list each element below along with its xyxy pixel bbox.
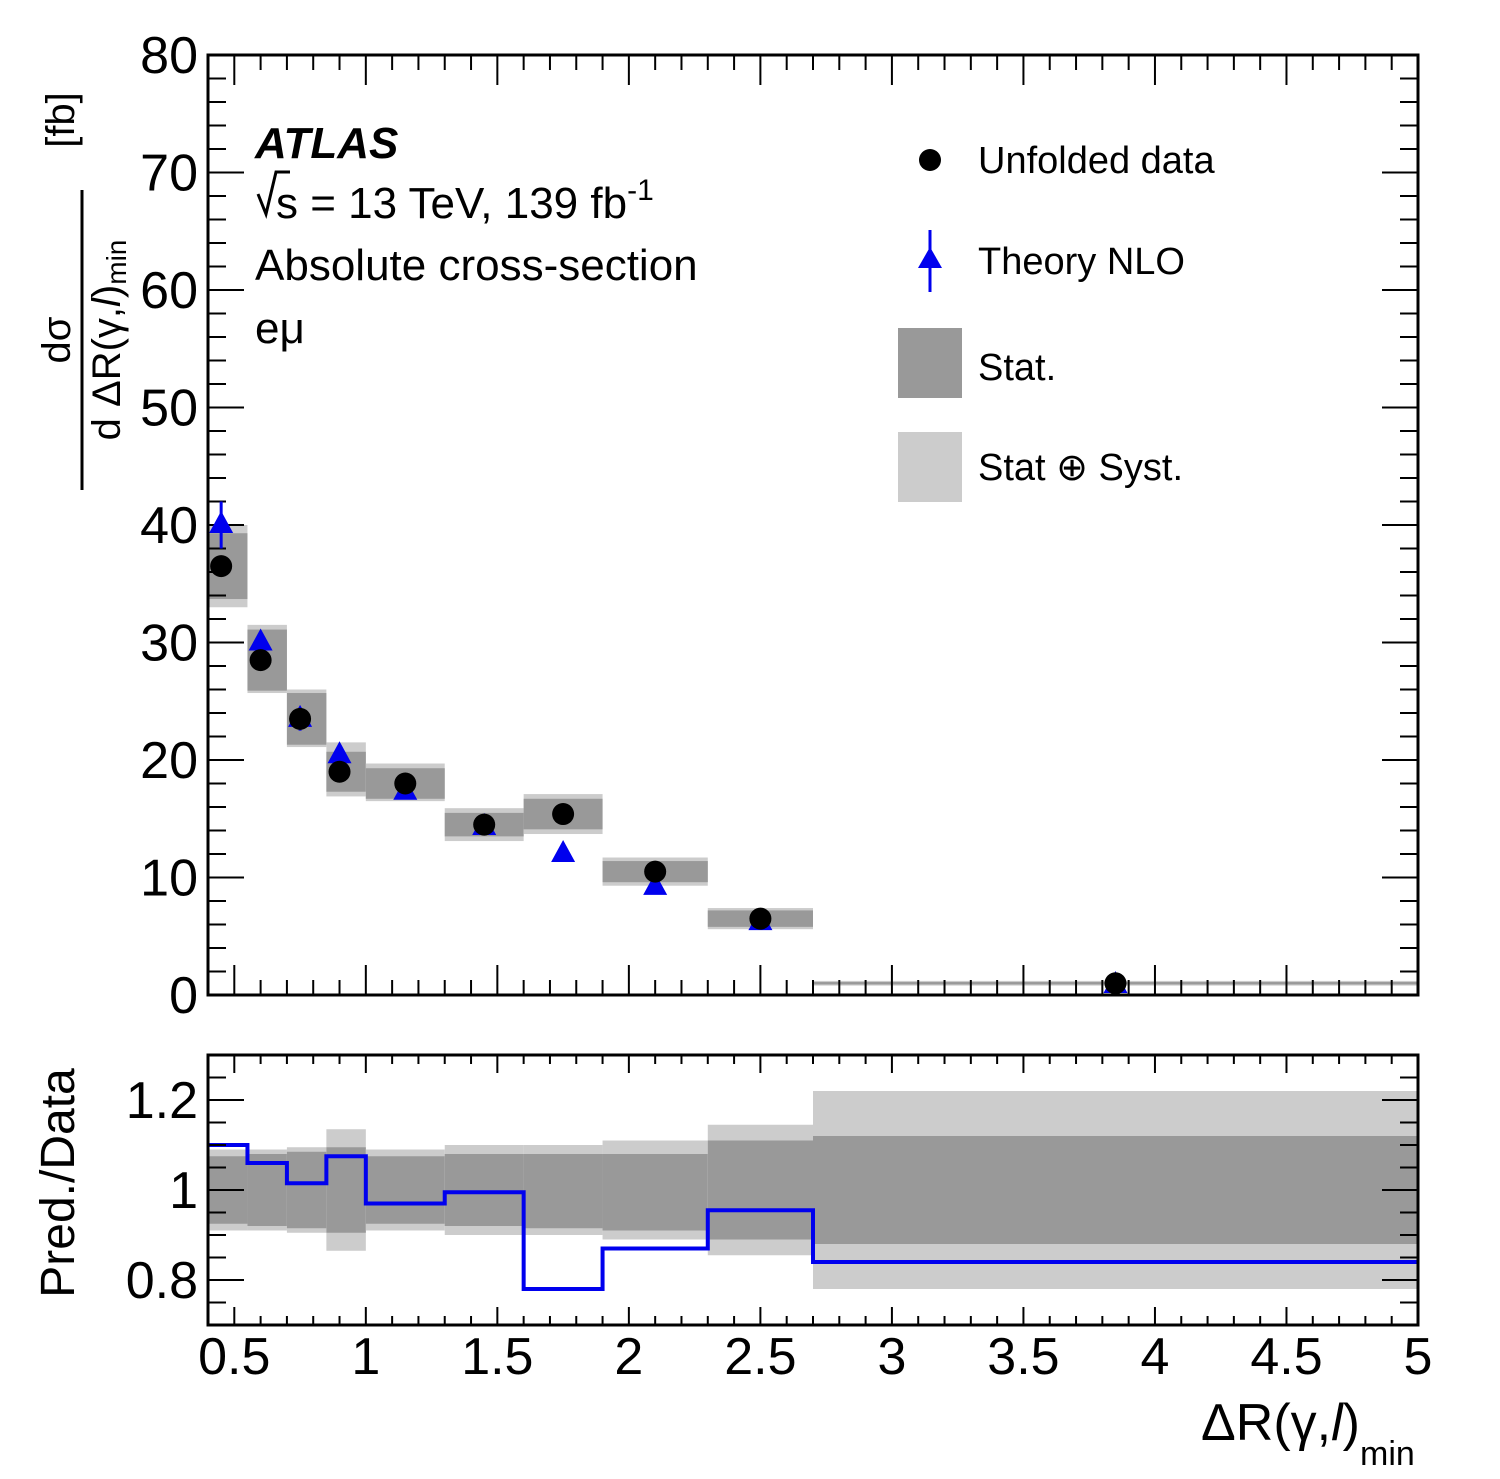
ratio-ylabel: Pred./Data [32, 1068, 85, 1298]
xlabel: ΔR(γ,l) [1201, 1394, 1360, 1452]
data-point [210, 555, 233, 578]
top-y-tick-label: 80 [140, 27, 198, 85]
ratio-stat-band [247, 1154, 287, 1226]
ylabel-unit: [fb] [39, 92, 83, 148]
x-tick-label: 2 [614, 1328, 643, 1386]
theory-point [551, 840, 576, 862]
x-tick-label: 1.5 [461, 1328, 533, 1386]
top-y-tick-label: 30 [140, 615, 198, 673]
x-tick-label: 4.5 [1250, 1328, 1322, 1386]
ylabel-denominator: d ΔR(γ,l)min [85, 240, 132, 441]
x-tick-label: 5 [1404, 1328, 1433, 1386]
x-tick-label: 3 [877, 1328, 906, 1386]
data-point [394, 772, 417, 795]
x-tick-label: 0.5 [198, 1328, 270, 1386]
top-y-tick-label: 40 [140, 497, 198, 555]
data-point [249, 649, 272, 672]
data-point [552, 803, 575, 826]
energy-label: s = 13 TeV, 139 fb-1 [256, 170, 654, 228]
ratio-y-tick-label: 1 [169, 1162, 198, 1220]
theory-point [643, 872, 668, 895]
legend-statsyst-swatch [898, 432, 962, 502]
data-point [289, 707, 312, 730]
ylabel-numerator: dσ [35, 316, 79, 363]
ratio-stat-band [602, 1154, 708, 1231]
theory-point [248, 628, 273, 651]
ratio-stat-band [326, 1147, 366, 1233]
top-markers [209, 501, 1128, 995]
channel-label: eμ [255, 304, 305, 353]
top-y-tick-label: 0 [169, 967, 198, 1025]
ratio-frame [206, 1053, 1420, 1327]
data-point [644, 860, 667, 883]
description-label: Absolute cross-section [255, 241, 698, 290]
theory-point [327, 741, 352, 764]
top-frame [206, 53, 1420, 997]
top-y-tick-label: 50 [140, 380, 198, 438]
legend-data-marker [919, 149, 941, 171]
xlabel-subscript: min [1360, 1435, 1415, 1473]
ratio-y-tick-label: 0.8 [126, 1252, 198, 1310]
top-y-tick-label: 70 [140, 145, 198, 203]
ratio-step-line [208, 1143, 1418, 1291]
legend-theory-label: Theory NLO [978, 241, 1185, 283]
legend-statsyst-label: Stat ⊕ Syst. [978, 447, 1183, 489]
top-y-tick-label: 20 [140, 732, 198, 790]
theory-point [209, 511, 234, 533]
ratio-stat-band [286, 1151, 327, 1229]
data-point [473, 813, 496, 836]
ratio-stat-band [444, 1154, 524, 1226]
x-tick-label: 2.5 [724, 1328, 796, 1386]
x-tick-label: 3.5 [987, 1328, 1059, 1386]
legend-stat-swatch [898, 328, 962, 398]
ratio-stat-band [523, 1154, 603, 1229]
top-ylabel: dσ d ΔR(γ,l)min [fb] [35, 92, 132, 490]
legend: Unfolded data Theory NLO Stat. Stat ⊕ Sy… [898, 140, 1215, 502]
experiment-label: ATLAS [254, 119, 398, 168]
energy-text: s = 13 TeV, 139 fb-1 [276, 174, 654, 228]
sqrt-icon [256, 170, 290, 219]
ratio-stat-band [707, 1140, 813, 1240]
ratio-theory-line [208, 1143, 1418, 1291]
x-tick-label: 1 [351, 1328, 380, 1386]
top-y-tick-label: 10 [140, 850, 198, 908]
top-uncertainty-bands [208, 525, 1418, 986]
data-point [328, 760, 351, 783]
legend-theory-marker [918, 247, 942, 268]
data-point [749, 907, 772, 930]
ratio-uncertainty-bands [208, 1091, 1418, 1289]
top-y-tick-label: 60 [140, 262, 198, 320]
data-point [1104, 972, 1127, 995]
legend-data-label: Unfolded data [978, 140, 1215, 182]
legend-stat-label: Stat. [978, 347, 1056, 389]
ratio-stat-band [813, 1136, 1418, 1244]
ratio-stat-band [365, 1156, 445, 1224]
ratio-y-tick-label: 1.2 [126, 1072, 198, 1130]
x-tick-label: 4 [1140, 1328, 1169, 1386]
tick-labels: 0.5 1 1.5 2 2.5 3 3.5 4 4.5 5010203040506070800.8… [126, 27, 1433, 1386]
